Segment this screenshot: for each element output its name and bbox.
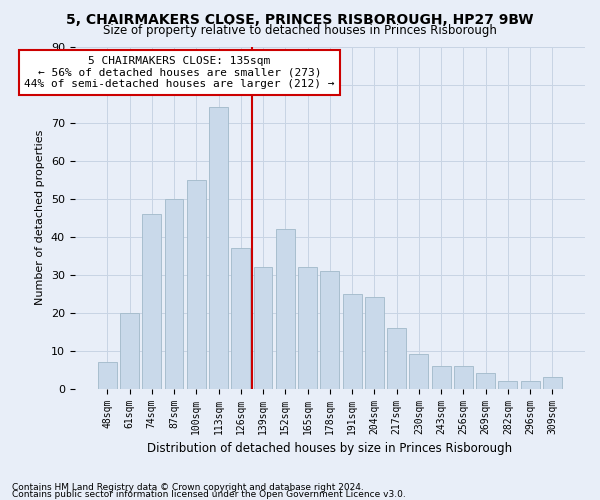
Bar — [98, 362, 117, 388]
Bar — [164, 198, 184, 388]
Text: 5 CHAIRMAKERS CLOSE: 135sqm
← 56% of detached houses are smaller (273)
44% of se: 5 CHAIRMAKERS CLOSE: 135sqm ← 56% of det… — [25, 56, 335, 89]
Bar — [365, 298, 384, 388]
Text: Contains HM Land Registry data © Crown copyright and database right 2024.: Contains HM Land Registry data © Crown c… — [12, 484, 364, 492]
Bar — [142, 214, 161, 388]
Bar — [232, 248, 250, 388]
Bar — [120, 312, 139, 388]
Bar — [543, 378, 562, 388]
Bar — [343, 294, 362, 388]
Bar — [320, 271, 339, 388]
Bar — [431, 366, 451, 388]
X-axis label: Distribution of detached houses by size in Princes Risborough: Distribution of detached houses by size … — [147, 442, 512, 455]
Y-axis label: Number of detached properties: Number of detached properties — [35, 130, 45, 306]
Bar — [454, 366, 473, 388]
Bar — [499, 381, 517, 388]
Bar — [387, 328, 406, 388]
Text: 5, CHAIRMAKERS CLOSE, PRINCES RISBOROUGH, HP27 9BW: 5, CHAIRMAKERS CLOSE, PRINCES RISBOROUGH… — [66, 12, 534, 26]
Bar — [187, 180, 206, 388]
Text: Size of property relative to detached houses in Princes Risborough: Size of property relative to detached ho… — [103, 24, 497, 37]
Bar — [409, 354, 428, 388]
Bar — [209, 108, 228, 388]
Bar — [298, 267, 317, 388]
Bar — [476, 374, 495, 388]
Text: Contains public sector information licensed under the Open Government Licence v3: Contains public sector information licen… — [12, 490, 406, 499]
Bar — [521, 381, 539, 388]
Bar — [254, 267, 272, 388]
Bar — [276, 229, 295, 388]
